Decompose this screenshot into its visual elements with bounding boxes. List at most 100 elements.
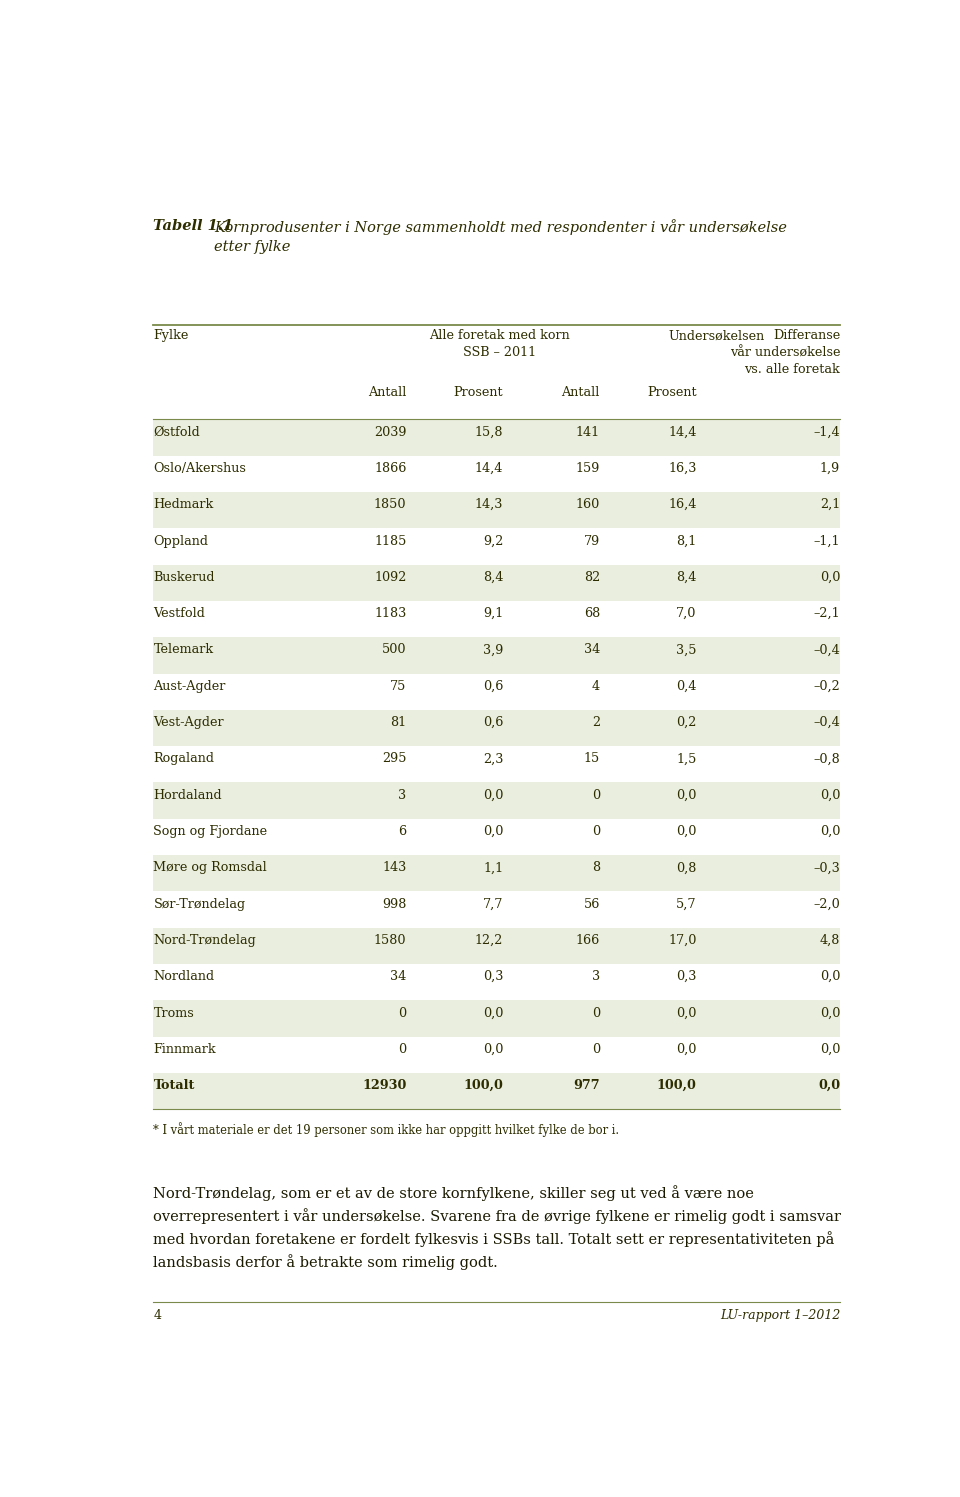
Text: Aust-Agder: Aust-Agder: [154, 680, 226, 693]
Text: Vestfold: Vestfold: [154, 608, 205, 620]
Text: 4,8: 4,8: [820, 934, 840, 948]
Text: LU-rapport 1–2012: LU-rapport 1–2012: [720, 1310, 840, 1322]
Text: Nordland: Nordland: [154, 970, 215, 984]
Text: 12930: 12930: [362, 1079, 406, 1093]
Text: 3,9: 3,9: [483, 644, 503, 656]
Text: 166: 166: [576, 934, 600, 948]
Text: Telemark: Telemark: [154, 644, 214, 656]
Text: Prosent: Prosent: [453, 386, 503, 400]
Text: 34: 34: [584, 644, 600, 656]
Text: 0,8: 0,8: [676, 861, 697, 874]
Text: 1850: 1850: [374, 499, 406, 510]
Text: 79: 79: [584, 534, 600, 548]
Text: 0,6: 0,6: [483, 680, 503, 693]
Bar: [154, 1073, 840, 1109]
Bar: [154, 1000, 840, 1036]
Text: 159: 159: [575, 463, 600, 475]
Text: 56: 56: [584, 898, 600, 910]
Text: –0,3: –0,3: [813, 861, 840, 874]
Text: Finnmark: Finnmark: [154, 1043, 216, 1055]
Text: 15,8: 15,8: [474, 425, 503, 439]
Text: 998: 998: [382, 898, 406, 910]
Text: 0,0: 0,0: [483, 1006, 503, 1019]
Text: Buskerud: Buskerud: [154, 570, 215, 584]
Text: 1,9: 1,9: [820, 463, 840, 475]
Text: 34: 34: [390, 970, 406, 984]
Text: 8,1: 8,1: [677, 534, 697, 548]
Text: Oslo/Akershus: Oslo/Akershus: [154, 463, 247, 475]
Text: Hedmark: Hedmark: [154, 499, 214, 510]
Text: 9,2: 9,2: [483, 534, 503, 548]
Text: Nord-Trøndelag, som er et av de store kornfylkene, skiller seg ut ved å være noe: Nord-Trøndelag, som er et av de store ko…: [154, 1186, 842, 1269]
Text: Møre og Romsdal: Møre og Romsdal: [154, 861, 267, 874]
Text: 14,4: 14,4: [668, 425, 697, 439]
Text: 14,3: 14,3: [475, 499, 503, 510]
Text: 15: 15: [584, 753, 600, 765]
Text: –2,1: –2,1: [813, 608, 840, 620]
Text: 141: 141: [576, 425, 600, 439]
Text: 0,6: 0,6: [483, 716, 503, 729]
Text: Hordaland: Hordaland: [154, 789, 222, 802]
Text: 8: 8: [591, 861, 600, 874]
Text: Østfold: Østfold: [154, 425, 201, 439]
Text: 295: 295: [382, 753, 406, 765]
Text: –0,4: –0,4: [813, 644, 840, 656]
Text: 1183: 1183: [374, 608, 406, 620]
Text: Prosent: Prosent: [647, 386, 697, 400]
Text: 1580: 1580: [374, 934, 406, 948]
Text: Nord-Trøndelag: Nord-Trøndelag: [154, 934, 256, 948]
Text: Tabell 1.1: Tabell 1.1: [154, 219, 233, 234]
Text: –0,8: –0,8: [813, 753, 840, 765]
Text: Antall: Antall: [368, 386, 406, 400]
Text: Sør-Trøndelag: Sør-Trøndelag: [154, 898, 246, 910]
Text: 8,4: 8,4: [676, 570, 697, 584]
Text: 0,0: 0,0: [820, 570, 840, 584]
Text: 2,3: 2,3: [483, 753, 503, 765]
Text: 0,0: 0,0: [818, 1079, 840, 1093]
Text: 6: 6: [398, 825, 406, 838]
Bar: [154, 928, 840, 964]
Bar: [154, 638, 840, 674]
Text: 1185: 1185: [374, 534, 406, 548]
Text: 75: 75: [390, 680, 406, 693]
Text: 4: 4: [591, 680, 600, 693]
Text: 0: 0: [591, 825, 600, 838]
Text: 0,2: 0,2: [676, 716, 697, 729]
Text: 160: 160: [576, 499, 600, 510]
Text: * I vårt materiale er det 19 personer som ikke har oppgitt hvilket fylke de bor : * I vårt materiale er det 19 personer so…: [154, 1121, 619, 1136]
Text: –1,4: –1,4: [813, 425, 840, 439]
Text: 7,0: 7,0: [676, 608, 697, 620]
Text: 0,0: 0,0: [676, 1043, 697, 1055]
Text: 17,0: 17,0: [668, 934, 697, 948]
Text: 9,1: 9,1: [483, 608, 503, 620]
Text: 1,5: 1,5: [676, 753, 697, 765]
Bar: [154, 419, 840, 455]
Text: Rogaland: Rogaland: [154, 753, 214, 765]
Text: 143: 143: [382, 861, 406, 874]
Text: 0: 0: [591, 1006, 600, 1019]
Text: 5,7: 5,7: [676, 898, 697, 910]
Text: 0,0: 0,0: [676, 1006, 697, 1019]
Text: 0,0: 0,0: [820, 1043, 840, 1055]
Text: Troms: Troms: [154, 1006, 194, 1019]
Text: 2,1: 2,1: [820, 499, 840, 510]
Text: 0: 0: [591, 1043, 600, 1055]
Text: 0,0: 0,0: [820, 825, 840, 838]
Text: –0,2: –0,2: [813, 680, 840, 693]
Text: 0,4: 0,4: [676, 680, 697, 693]
Text: 0,3: 0,3: [676, 970, 697, 984]
Text: 1,1: 1,1: [483, 861, 503, 874]
Text: 82: 82: [584, 570, 600, 584]
Text: 68: 68: [584, 608, 600, 620]
Text: 0,0: 0,0: [483, 1043, 503, 1055]
Text: 2039: 2039: [374, 425, 406, 439]
Text: Differanse
vår undersøkelse
vs. alle foretak: Differanse vår undersøkelse vs. alle for…: [730, 329, 840, 376]
Bar: [154, 783, 840, 819]
Text: Undersøkelsen: Undersøkelsen: [668, 329, 764, 343]
Text: 0,0: 0,0: [820, 970, 840, 984]
Text: Kornprodusenter i Norge sammenholdt med respondenter i vår undersøkelse
etter fy: Kornprodusenter i Norge sammenholdt med …: [214, 219, 787, 253]
Text: 0,0: 0,0: [676, 789, 697, 802]
Text: 14,4: 14,4: [475, 463, 503, 475]
Text: 12,2: 12,2: [475, 934, 503, 948]
Text: Oppland: Oppland: [154, 534, 208, 548]
